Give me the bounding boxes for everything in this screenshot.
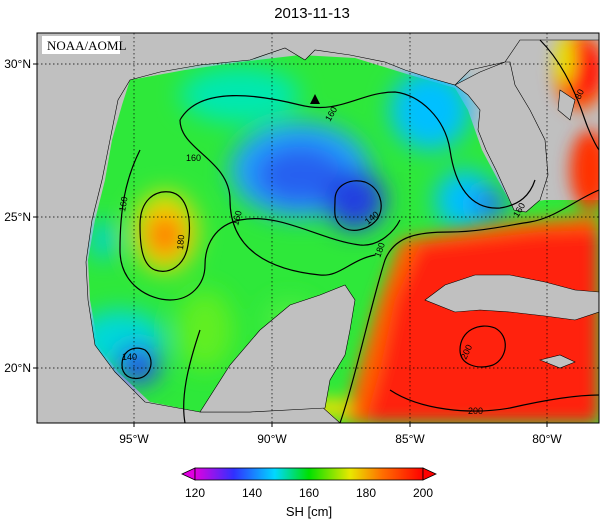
colorbar-tick: 120	[185, 486, 205, 500]
warm-current	[308, 34, 599, 423]
colorbar-tick: 180	[356, 486, 376, 500]
anomaly-blobs	[75, 67, 506, 385]
lat-labels: 30°N 25°N 20°N	[4, 57, 31, 375]
sea-height-field	[75, 34, 599, 423]
contour-80-east	[539, 39, 599, 151]
contour-label: 200	[468, 406, 483, 416]
contour-200-eddy	[459, 325, 506, 368]
cuba-island	[424, 274, 599, 321]
contour-160-north	[179, 91, 536, 209]
colorbar-unit: SH [cm]	[286, 504, 332, 519]
contour-label: 160	[230, 209, 244, 226]
lat-label: 25°N	[4, 210, 31, 224]
contour-label: 180	[372, 241, 387, 259]
credit-box	[42, 36, 120, 54]
colorbar-tick: 160	[299, 486, 319, 500]
lat-label: 30°N	[4, 57, 31, 71]
colorbar-tick: 200	[413, 486, 433, 500]
lon-label: 80°W	[532, 432, 562, 446]
jamaica-island	[539, 354, 576, 369]
map-title: 2013-11-13	[274, 5, 350, 22]
contour-200-south	[389, 389, 599, 412]
land-masses	[37, 33, 599, 423]
contour-180-loopcurrent	[339, 189, 599, 423]
credit-label: NOAA/AOML	[47, 38, 127, 53]
colorbar: 120 140 160 180 200 SH [cm]	[181, 467, 437, 519]
contour-label: 140	[122, 352, 137, 362]
yucatan-peninsula	[199, 284, 356, 413]
lon-labels: 95°W 90°W 85°W 80°W	[119, 432, 562, 446]
map-area: 160 160 160 160 180 140 180 160 80 140 2…	[37, 33, 599, 423]
triangle-marker	[310, 94, 320, 104]
contour-180-core	[139, 191, 191, 272]
contour-160-west	[119, 149, 401, 301]
bahamas-islands	[557, 89, 576, 121]
contour-140-loop	[334, 180, 382, 231]
graticule	[37, 33, 599, 423]
colorbar-high-arrow	[422, 467, 437, 481]
lon-label: 85°W	[395, 432, 425, 446]
contour-lines	[119, 39, 599, 423]
colorbar-tick: 140	[242, 486, 262, 500]
map-frame	[36, 32, 600, 424]
contour-160-central	[179, 119, 376, 276]
lon-label: 90°W	[257, 432, 287, 446]
contour-label: 80	[573, 88, 586, 101]
axis-ticks	[33, 63, 548, 427]
lat-label: 20°N	[4, 361, 31, 375]
contour-label: 160	[117, 196, 129, 213]
contour-140-south	[121, 347, 152, 380]
colorbar-ramp	[194, 467, 424, 481]
contour-label: 160	[186, 153, 201, 163]
florida-peninsula	[454, 61, 549, 213]
lon-label: 95°W	[119, 432, 149, 446]
contour-west-edge	[183, 329, 201, 423]
north-coast	[37, 33, 599, 423]
contour-label: 180	[175, 234, 186, 250]
colorbar-low-arrow	[181, 467, 196, 481]
